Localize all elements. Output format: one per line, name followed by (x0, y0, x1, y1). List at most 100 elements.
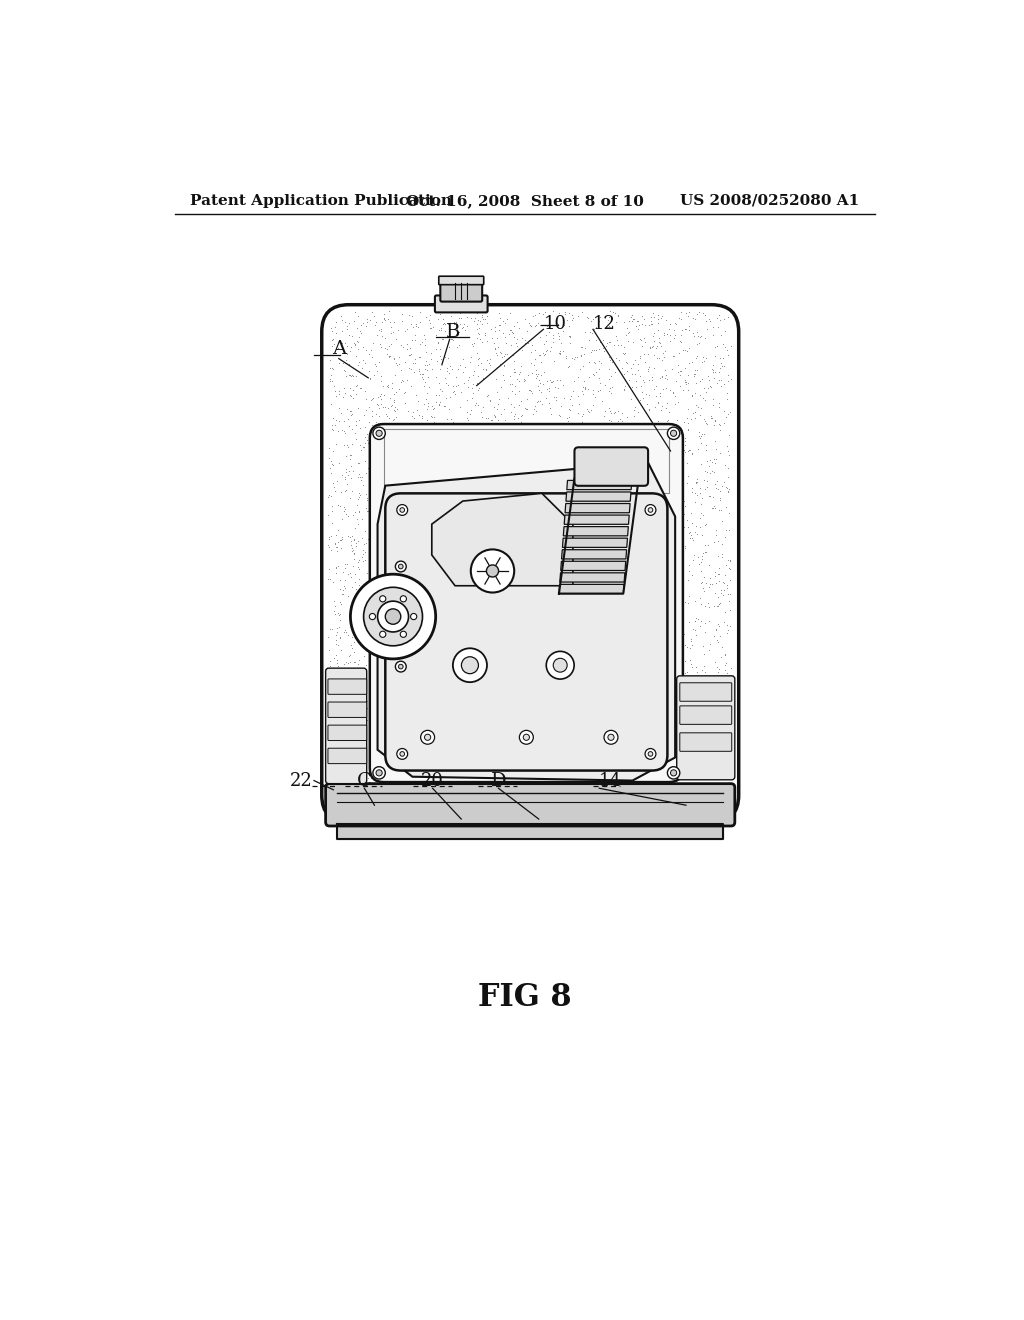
Point (400, 401, 417, 422)
Point (633, 330, 649, 351)
Point (352, 657, 369, 678)
Point (475, 359, 492, 380)
Point (610, 400, 627, 421)
Point (331, 453, 347, 474)
Point (690, 682, 707, 704)
Point (666, 319, 682, 341)
Point (696, 595, 713, 616)
Point (355, 437, 372, 458)
Point (470, 395, 486, 416)
Point (627, 397, 643, 418)
Point (688, 516, 705, 537)
Point (504, 374, 520, 395)
Point (350, 331, 367, 352)
Point (365, 751, 381, 772)
Point (355, 533, 372, 554)
Point (337, 383, 353, 404)
Point (676, 663, 692, 684)
Point (527, 400, 544, 421)
Point (682, 638, 698, 659)
Point (366, 734, 382, 755)
Point (369, 587, 385, 609)
Point (430, 393, 446, 414)
Point (345, 504, 361, 525)
Point (663, 649, 679, 671)
Point (372, 407, 388, 428)
Point (335, 583, 351, 605)
Point (618, 407, 635, 428)
Point (364, 681, 380, 702)
Point (631, 314, 647, 335)
Point (463, 346, 479, 367)
Point (492, 341, 508, 362)
Point (497, 409, 513, 430)
Point (509, 335, 525, 356)
Point (385, 411, 401, 432)
Point (613, 403, 630, 424)
Point (584, 339, 600, 360)
Point (723, 756, 739, 777)
Point (364, 424, 380, 445)
Point (660, 319, 677, 341)
Point (342, 644, 358, 665)
Point (442, 305, 459, 326)
Point (700, 576, 717, 597)
Point (602, 403, 618, 424)
Point (541, 322, 557, 343)
Point (684, 656, 700, 677)
Point (600, 309, 616, 330)
Point (403, 359, 420, 380)
Point (503, 401, 519, 422)
Point (424, 358, 440, 379)
Point (361, 343, 378, 364)
Point (412, 334, 428, 355)
Point (720, 619, 736, 640)
Point (379, 339, 395, 360)
Point (350, 453, 367, 474)
Point (321, 639, 337, 660)
Point (332, 569, 348, 590)
Point (709, 630, 725, 651)
Point (449, 323, 465, 345)
FancyBboxPatch shape (680, 682, 732, 701)
Point (347, 572, 364, 593)
Point (337, 333, 353, 354)
Point (330, 337, 346, 358)
Point (720, 482, 736, 503)
Point (358, 429, 375, 450)
Point (698, 450, 715, 471)
Point (642, 310, 658, 331)
Point (563, 305, 580, 326)
Point (339, 434, 355, 455)
Point (487, 319, 504, 341)
Point (690, 421, 707, 442)
Point (688, 702, 705, 723)
Point (499, 343, 515, 364)
Point (673, 331, 689, 352)
Point (352, 319, 369, 341)
Point (693, 675, 710, 696)
Point (345, 556, 361, 577)
Point (618, 351, 635, 372)
Point (327, 723, 343, 744)
Point (602, 366, 618, 387)
Point (336, 360, 352, 381)
Point (536, 334, 552, 355)
Point (554, 375, 570, 396)
Point (615, 379, 632, 400)
Point (529, 391, 546, 412)
Point (706, 449, 722, 470)
Point (572, 337, 589, 358)
Point (593, 352, 609, 374)
Point (517, 333, 534, 354)
Point (326, 441, 342, 462)
Point (683, 630, 699, 651)
Point (365, 562, 381, 583)
Point (531, 302, 548, 323)
Circle shape (671, 430, 677, 437)
Point (414, 331, 430, 352)
Point (518, 388, 535, 409)
Point (503, 319, 519, 341)
Point (707, 346, 723, 367)
Point (637, 351, 653, 372)
